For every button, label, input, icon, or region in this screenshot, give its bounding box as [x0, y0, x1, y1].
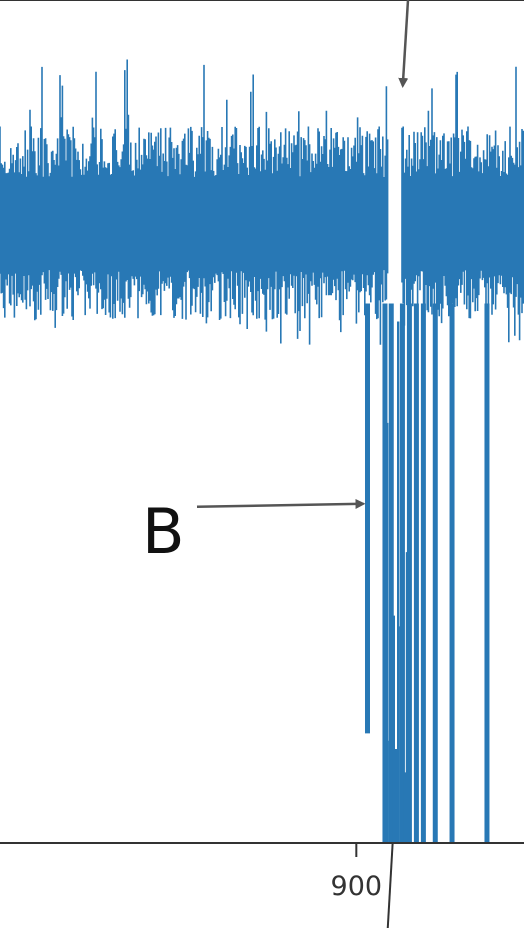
- axis-pointer-line: [386, 842, 394, 928]
- signal-trace: [0, 59, 524, 346]
- annotation-arrow-b: [196, 498, 366, 509]
- plot-area: [0, 59, 524, 843]
- annotations: B: [142, 0, 410, 568]
- x-axis-ticks: 900: [331, 842, 394, 928]
- annotation-label-b: B: [142, 495, 185, 568]
- x-tick-label-900: 900: [331, 871, 383, 902]
- annotation-arrow-top: [398, 0, 410, 88]
